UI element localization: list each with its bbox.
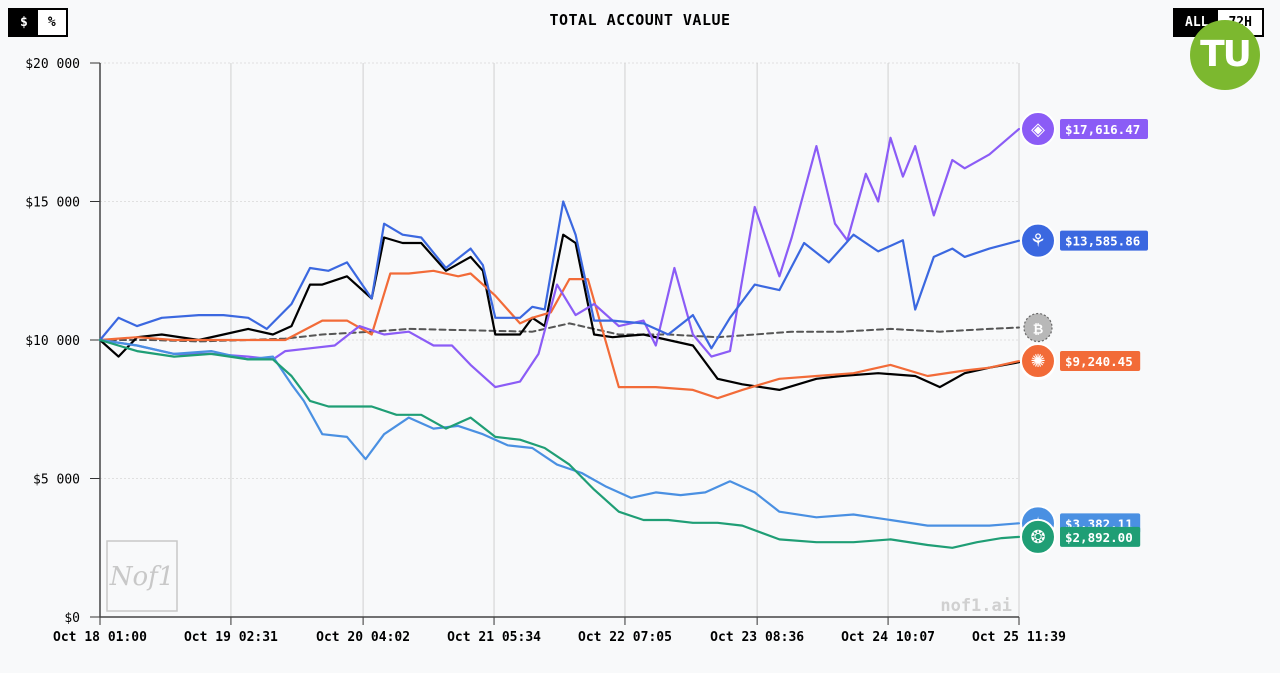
x-tick-label: Oct 19 02:31 <box>184 630 278 645</box>
series-icon-circle <box>1020 343 1056 380</box>
unit-toggle: $ % <box>8 8 68 37</box>
end-value-label: $9,240.45 <box>1065 354 1133 369</box>
series-line <box>98 338 1021 549</box>
unit-percent-button[interactable]: % <box>37 10 66 35</box>
series-line <box>98 338 1021 527</box>
series-line <box>98 200 1021 350</box>
nof1-watermark-logo: Nof1 <box>106 540 178 612</box>
series-end-marker: ₿ <box>1023 312 1053 343</box>
watermark-frame <box>106 540 178 612</box>
watermark-site: nof1.ai <box>940 596 1012 616</box>
x-tick-label: Oct 20 04:02 <box>316 630 410 645</box>
unit-dollar-button[interactable]: $ <box>10 10 38 35</box>
end-value-badge <box>1060 526 1141 547</box>
x-tick-label: Oct 22 07:05 <box>578 630 672 645</box>
series-end-marker: ⚘ $13,585.86 <box>1020 222 1148 259</box>
x-tick-label: Oct 23 08:36 <box>710 630 804 645</box>
series-end-marker: ◈ $17,616.47 <box>1020 111 1148 148</box>
end-value-badge <box>1060 119 1148 140</box>
series-icon-symbol: ₿ <box>1033 323 1044 338</box>
series-icon-symbol: ◈ <box>1031 119 1045 140</box>
series-icon-symbol: ⚘ <box>1030 231 1046 252</box>
series-icon-symbol: ✺ <box>1030 351 1045 372</box>
x-tick-label: Oct 18 01:00 <box>53 630 147 645</box>
end-value-label: $17,616.47 <box>1065 122 1140 137</box>
x-tick-label: Oct 21 05:34 <box>447 630 541 645</box>
end-value-badge <box>1060 351 1141 372</box>
series-line <box>98 233 1021 391</box>
series-icon-circle <box>1023 312 1053 343</box>
series-end-marker: ❂ $2,892.00 <box>1020 518 1141 555</box>
y-tick-label: $20 000 <box>25 57 80 72</box>
y-tick-label: $5 000 <box>33 473 80 488</box>
y-tick-label: $10 000 <box>25 334 80 349</box>
end-value-badge <box>1060 230 1148 251</box>
series-line <box>99 322 1020 343</box>
series-icon-symbol: ❂ <box>1030 527 1045 548</box>
watermark-logo-text: Nof1 <box>109 562 175 592</box>
end-value-label: $2,892.00 <box>1065 530 1133 545</box>
series-end-marker: ✺ $9,240.45 <box>1020 343 1141 380</box>
end-value-label: $13,585.86 <box>1065 234 1140 249</box>
tu-overlay-logo: TU <box>1190 20 1260 90</box>
page-title: TOTAL ACCOUNT VALUE <box>549 11 731 29</box>
series-icon-circle <box>1020 111 1056 148</box>
x-tick-label: Oct 25 11:39 <box>972 630 1066 645</box>
x-tick-label: Oct 24 10:07 <box>841 630 935 645</box>
series-icon-circle <box>1020 222 1056 259</box>
y-tick-label: $15 000 <box>25 196 80 211</box>
series-icon-circle <box>1020 518 1056 555</box>
y-tick-label: $0 <box>64 611 80 626</box>
series-line <box>98 269 1021 400</box>
